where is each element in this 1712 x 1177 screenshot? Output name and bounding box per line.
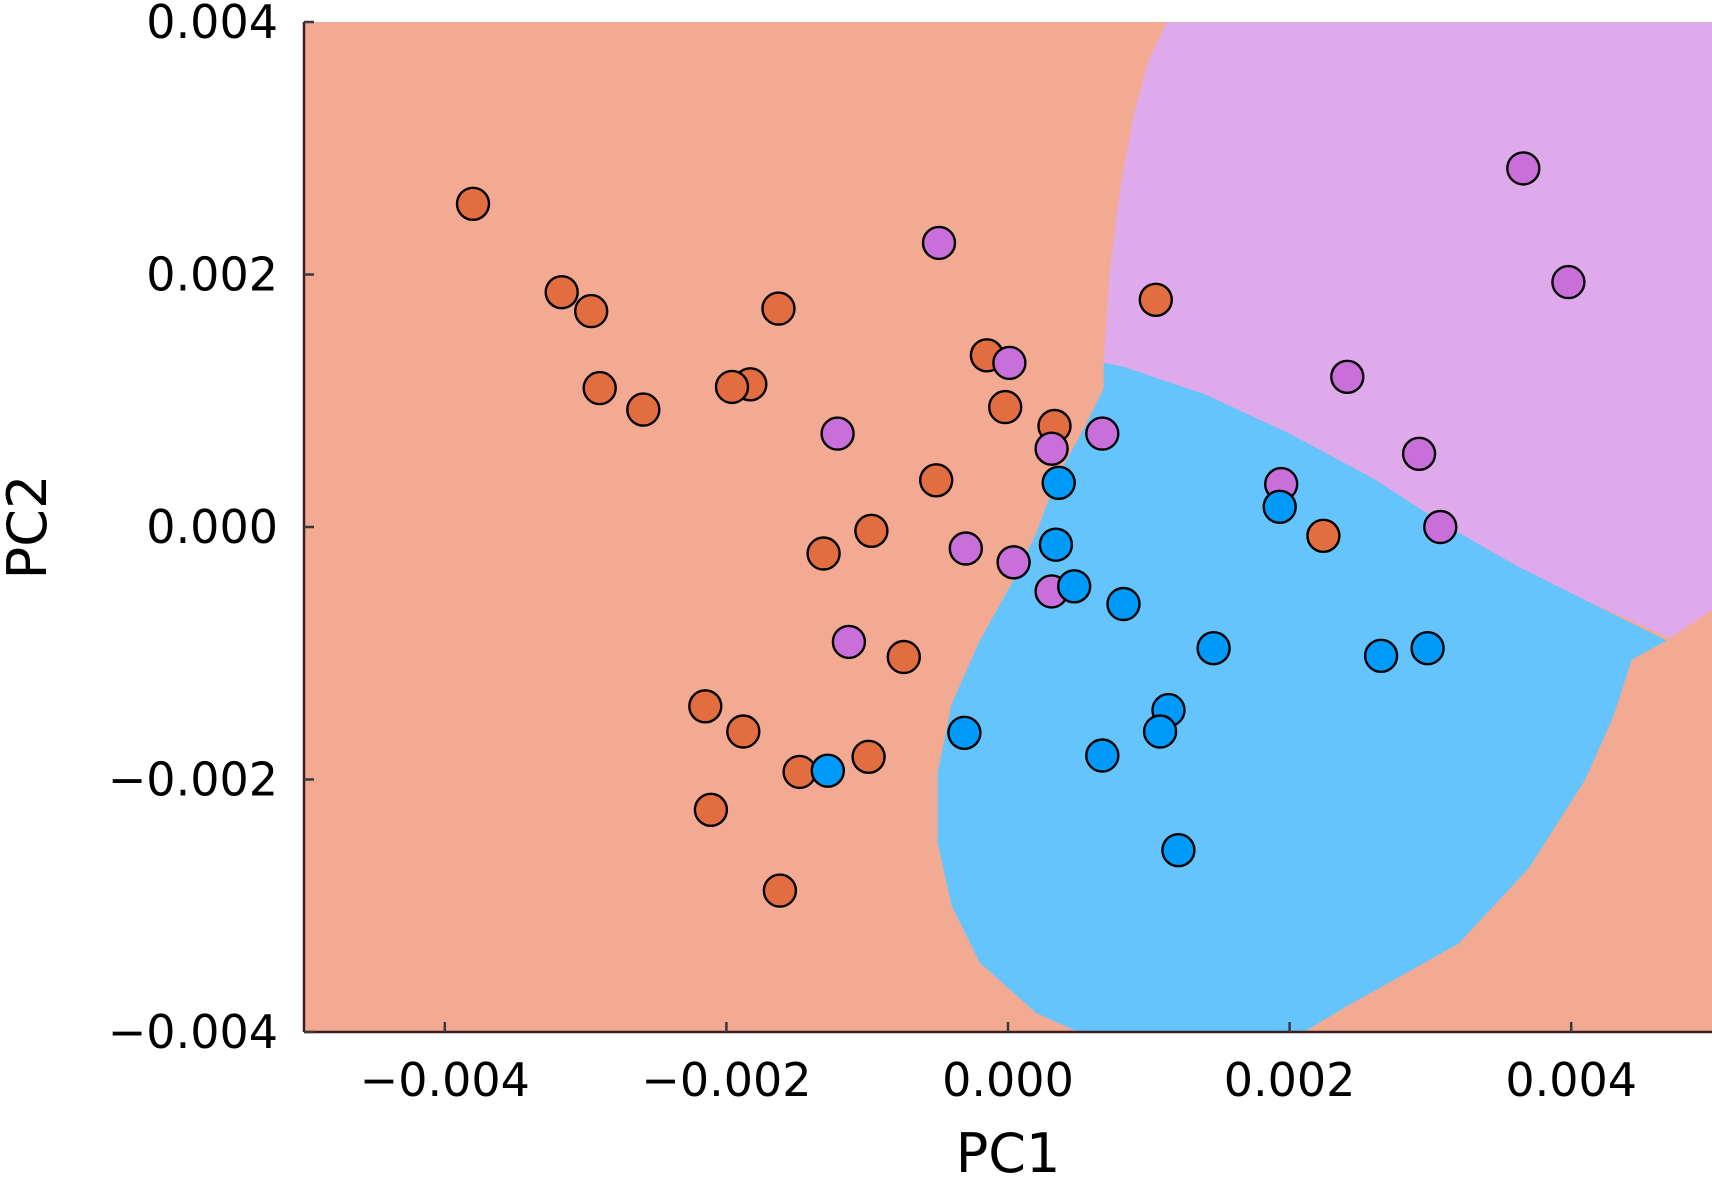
data-point-purple: [996, 545, 1031, 580]
data-point-orange: [988, 389, 1023, 425]
data-point-orange: [726, 714, 761, 749]
data-point-orange: [582, 370, 617, 406]
data-point-purple: [1085, 416, 1120, 451]
data-point-blue: [1196, 631, 1231, 666]
data-point-purple: [921, 225, 957, 261]
data-point-orange: [919, 463, 954, 498]
y-tick-label: −0.002: [108, 753, 278, 807]
data-point-blue: [1363, 638, 1399, 673]
data-point-blue: [1041, 465, 1076, 500]
region-purple: [1103, 22, 1712, 639]
data-point-orange: [574, 293, 609, 329]
x-axis-label: PC1: [956, 1122, 1061, 1177]
data-point-orange: [1306, 518, 1341, 553]
region-blue: [937, 362, 1667, 1032]
data-point-orange: [714, 369, 750, 405]
data-point-purple: [1506, 151, 1541, 186]
data-point-purple: [1034, 431, 1069, 466]
axis-labels: PC1 PC2: [0, 475, 1060, 1177]
data-point-purple: [1401, 436, 1437, 471]
data-point-orange: [1138, 282, 1174, 317]
data-point-purple: [992, 345, 1027, 381]
series-blue: [810, 465, 1445, 868]
data-point-blue: [1161, 833, 1196, 868]
data-point-blue: [1262, 489, 1297, 524]
y-tick-label: −0.004: [108, 1005, 278, 1059]
x-tick-label: −0.004: [360, 1053, 530, 1107]
data-point-orange: [761, 291, 796, 326]
data-point-orange: [854, 513, 889, 548]
data-point-purple: [1330, 359, 1365, 394]
data-point-orange: [693, 792, 729, 827]
data-point-blue: [1106, 586, 1141, 622]
data-point-orange: [688, 689, 723, 724]
data-point-blue: [1410, 631, 1445, 666]
data-point-orange: [762, 873, 798, 908]
data-point-orange: [626, 392, 661, 427]
data-point-blue: [1038, 527, 1074, 562]
data-point-purple: [1551, 264, 1586, 300]
y-axis-label: PC2: [0, 475, 59, 580]
data-point-purple: [831, 624, 867, 660]
data-point-blue: [947, 715, 982, 750]
x-tick-label: 0.002: [1224, 1053, 1356, 1107]
data-point-blue: [1085, 738, 1120, 773]
data-point-purple: [1423, 509, 1458, 545]
y-tick-label: 0.004: [146, 0, 278, 49]
data-points: [455, 151, 1586, 908]
x-tick-label: 0.000: [942, 1053, 1074, 1107]
data-point-purple: [820, 416, 855, 451]
data-point-orange: [851, 739, 886, 774]
y-tick-label: 0.000: [146, 500, 278, 554]
data-point-blue: [1056, 569, 1092, 604]
data-point-orange: [806, 536, 841, 571]
y-tick-label: 0.002: [146, 248, 278, 302]
data-point-blue: [810, 753, 845, 788]
series-orange: [455, 186, 1341, 908]
data-point-blue: [1142, 714, 1178, 749]
data-point-orange: [886, 639, 921, 675]
data-point-purple: [948, 531, 983, 566]
decision-regions: [304, 22, 1712, 1032]
x-tick-label: −0.002: [641, 1053, 811, 1107]
axes: −0.004 −0.002 0.000 0.002 0.004 −0.004 −0.002 0…: [108, 0, 1712, 1107]
x-tick-label: 0.004: [1505, 1053, 1637, 1107]
data-point-orange: [544, 275, 579, 310]
data-point-orange: [455, 186, 491, 222]
